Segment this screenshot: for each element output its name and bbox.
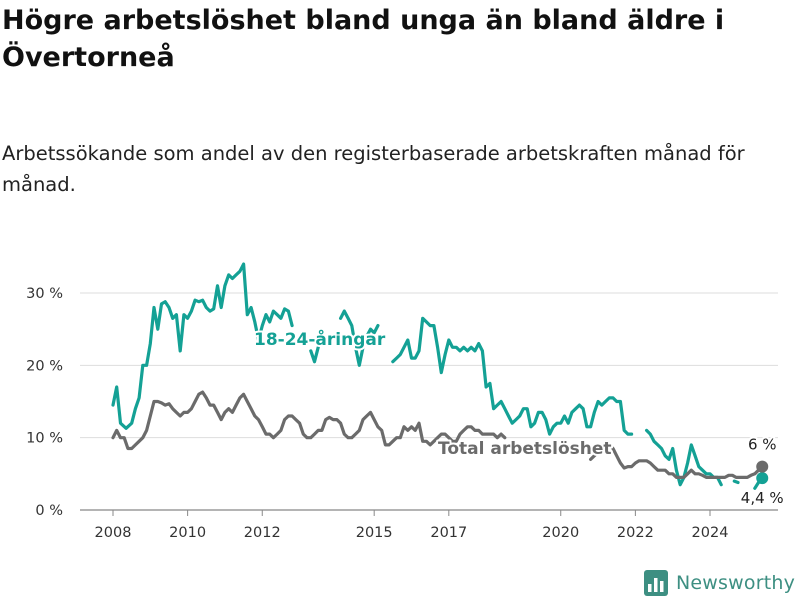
logo-text: Newsworthy <box>676 572 796 594</box>
series-line-total <box>589 443 764 479</box>
y-tick-label: 0 % <box>35 503 63 519</box>
series-label-youth: 18-24-åringar <box>254 328 386 350</box>
series-lines <box>111 262 769 490</box>
chart-title: Högre arbetslöshet bland unga än bland ä… <box>2 5 725 73</box>
x-tick-label: 2024 <box>692 525 729 541</box>
y-tick-label: 10 % <box>26 431 63 447</box>
chart-labels: 18-24-åringar Total arbetslöshet 6 % 4,4… <box>252 326 786 509</box>
end-point-total <box>756 460 769 473</box>
series-line-youth <box>111 262 294 430</box>
series-label-total: Total arbetslöshet <box>438 439 612 459</box>
end-point-youth <box>756 472 769 485</box>
x-tick-label: 2020 <box>542 525 579 541</box>
axes: 0 % 10 % 20 % 30 % 2008 2010 2012 2015 2017 2020 2… <box>26 286 728 541</box>
series-line-youth <box>391 316 634 436</box>
end-value-label-youth: 4,4 % <box>741 489 784 507</box>
x-tick-label: 2022 <box>617 525 654 541</box>
x-tick-label: 2008 <box>95 525 132 541</box>
series-line-total <box>111 390 507 451</box>
series-line-youth <box>309 345 320 364</box>
x-tick-label: 2010 <box>169 525 206 541</box>
x-tick-label: 2017 <box>430 525 467 541</box>
y-tick-label: 20 % <box>26 358 63 374</box>
x-tick-label: 2015 <box>356 525 393 541</box>
chart-subtitle: Arbetssökande som andel av den registerb… <box>2 142 745 196</box>
line-chart: 0 % 10 % 20 % 30 % 2008 2010 2012 2015 2017 2020 2… <box>26 262 786 541</box>
y-tick-label: 30 % <box>26 286 63 302</box>
x-tick-label: 2012 <box>244 525 281 541</box>
gridlines <box>80 292 778 511</box>
series-line-youth <box>339 309 380 367</box>
newsworthy-logo[interactable]: Newsworthy <box>644 568 795 598</box>
end-value-label-total: 6 % <box>748 436 777 454</box>
bar-chart-logo-icon <box>644 570 668 596</box>
series-line-youth <box>732 479 740 485</box>
